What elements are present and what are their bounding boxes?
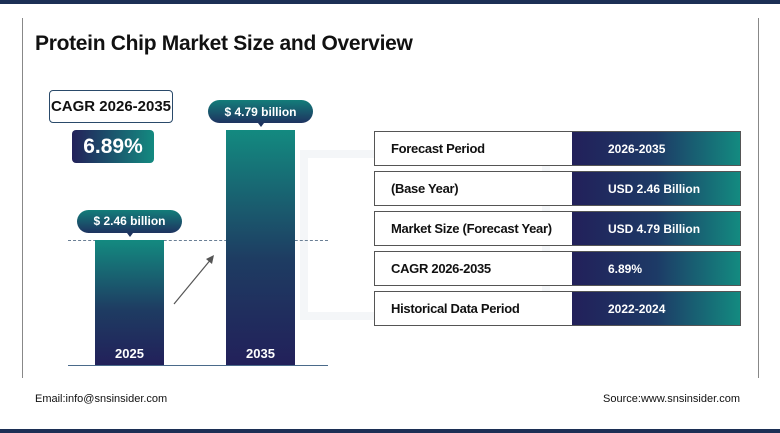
row-value: 2026-2035	[572, 132, 740, 165]
table-row: CAGR 2026-2035 6.89%	[374, 251, 741, 286]
row-value: 2022-2024	[572, 292, 740, 325]
x-tick-label: 2025	[115, 345, 144, 361]
growth-arrow-icon	[173, 255, 214, 305]
bar-2035: 2035	[226, 130, 295, 366]
row-value: 6.89%	[572, 252, 740, 285]
data-label: $ 4.79 billion	[208, 100, 313, 127]
card-frame	[22, 18, 759, 378]
table-row: (Base Year) USD 2.46 Billion	[374, 171, 741, 206]
cagr-label: CAGR 2026-2035	[49, 90, 173, 123]
footer-email: Email:info@snsinsider.com	[35, 393, 168, 405]
row-key: CAGR 2026-2035	[375, 252, 572, 285]
row-key: (Base Year)	[375, 172, 572, 205]
table-row: Market Size (Forecast Year) USD 4.79 Bill…	[374, 211, 741, 246]
top-bar	[0, 0, 780, 4]
row-value: USD 4.79 Billion	[572, 212, 740, 245]
row-value: USD 2.46 Billion	[572, 172, 740, 205]
x-tick-label: 2035	[246, 346, 275, 361]
row-key: Forecast Period	[375, 132, 572, 165]
row-key: Market Size (Forecast Year)	[375, 212, 572, 245]
table-row: Historical Data Period 2022-2024	[374, 291, 741, 326]
cagr-value: 6.89%	[72, 130, 154, 163]
footer-source: Source:www.snsinsider.com	[603, 393, 740, 405]
bar-2025: 2025	[95, 239, 164, 366]
baseline	[68, 365, 328, 366]
row-key: Historical Data Period	[375, 292, 572, 325]
table-row: Forecast Period 2026-2035	[374, 131, 741, 166]
reference-dashed-line	[68, 240, 328, 241]
data-label: $ 2.46 billion	[77, 209, 182, 237]
bottom-bar	[0, 429, 780, 433]
page-title: Protein Chip Market Size and Overview	[35, 32, 413, 55]
